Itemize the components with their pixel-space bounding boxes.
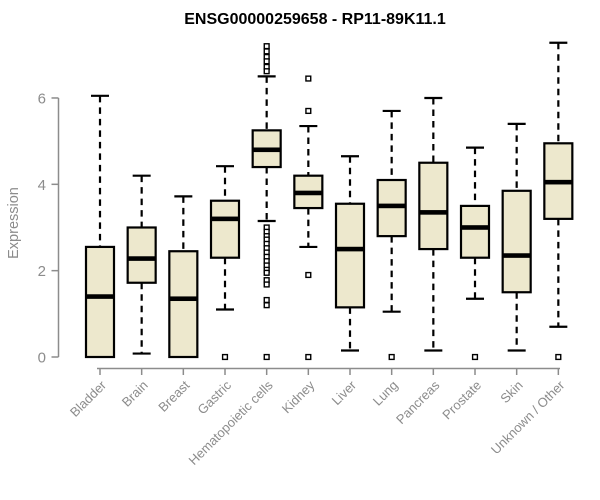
outlier-point	[263, 43, 270, 50]
median-line	[461, 225, 490, 230]
outlier-point	[305, 107, 312, 115]
outlier-point	[263, 269, 270, 276]
y-tick-label-6: 6	[38, 90, 46, 107]
iqr-box	[418, 161, 449, 251]
median-line	[377, 203, 406, 209]
outlier-point	[263, 281, 270, 288]
box-liver	[334, 155, 366, 352]
box-brain	[126, 174, 157, 355]
outlier-point	[263, 68, 270, 75]
outlier-point	[388, 353, 395, 361]
x-tick-label-lung: Lung	[370, 378, 401, 409]
boxes-layer	[84, 41, 574, 361]
outlier-point	[263, 296, 270, 304]
iqr-box	[209, 199, 241, 259]
median-line	[211, 216, 240, 222]
median-line	[294, 190, 323, 196]
median-line	[252, 147, 281, 153]
x-tick-label-kidney: Kidney	[279, 377, 318, 416]
median-line	[169, 296, 198, 302]
outlier-point	[305, 75, 312, 82]
x-tick-label-bladder: Bladder	[67, 377, 110, 420]
outlier-point	[263, 302, 270, 309]
outlier-point	[263, 58, 270, 65]
x-tick-label-pancreas: Pancreas	[393, 377, 443, 427]
median-line	[127, 256, 156, 261]
box-prostate	[459, 146, 491, 361]
box-gastric	[209, 165, 241, 361]
box-bladder	[84, 94, 116, 359]
box-breast	[168, 195, 199, 359]
box-lung	[376, 109, 407, 361]
x-tick-label-skin: Skin	[497, 378, 525, 406]
median-line	[544, 179, 573, 185]
outlier-point	[263, 353, 270, 361]
y-tick-label-0: 0	[38, 350, 46, 367]
outlier-point	[305, 353, 312, 361]
box-hematopoietic-cells	[251, 43, 282, 361]
box-pancreas	[418, 96, 449, 352]
x-tick-label-brain: Brain	[119, 378, 151, 410]
median-line	[502, 253, 531, 258]
median-line	[336, 246, 365, 252]
x-tick-label-prostate: Prostate	[439, 378, 484, 423]
x-tick-label-unknown-other: Unknown / Other	[488, 377, 568, 457]
iqr-box	[168, 250, 199, 359]
box-unknown-other	[543, 41, 574, 361]
iqr-box	[84, 245, 116, 359]
box-skin	[501, 122, 532, 352]
outlier-point	[471, 353, 479, 361]
x-tick-label-liver: Liver	[329, 377, 360, 408]
outlier-point	[305, 271, 312, 279]
outlier-point	[263, 48, 270, 55]
x-tick-label-gastric: Gastric	[194, 377, 234, 417]
outlier-point	[555, 353, 562, 361]
median-line	[86, 294, 114, 299]
chart-title: ENSG00000259658 - RP11-89K11.1	[184, 11, 446, 28]
x-tick-label-breast: Breast	[155, 377, 192, 414]
outlier-point	[221, 353, 229, 361]
y-tick-label-2: 2	[38, 263, 46, 280]
box-kidney	[293, 75, 324, 361]
y-axis-label: Expression	[6, 187, 22, 259]
iqr-box	[459, 204, 491, 259]
iqr-box	[126, 226, 157, 284]
y-tick-label-4: 4	[38, 177, 46, 194]
iqr-box	[334, 202, 366, 309]
median-line	[419, 210, 448, 215]
iqr-box	[501, 189, 532, 294]
